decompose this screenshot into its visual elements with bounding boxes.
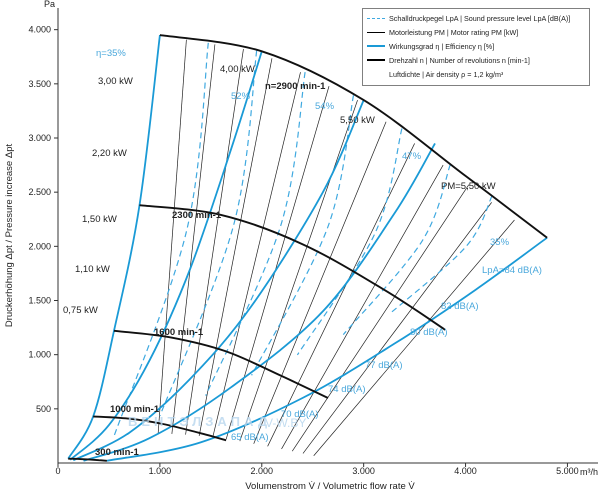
sound-level-line xyxy=(388,195,493,315)
x-axis-title: Volumenstrom V̇ / Volumetric flow rate V… xyxy=(245,481,415,492)
x-tick-label: 3.000 xyxy=(352,466,375,476)
speed-label: 1000 min-1 xyxy=(110,404,160,415)
speed-curve xyxy=(113,329,329,399)
x-tick-label: 2.000 xyxy=(251,466,274,476)
motor-power-label: 5,50 kW xyxy=(340,115,375,126)
motor-power-label: 0,75 kW xyxy=(63,305,98,316)
x-tick-label: 1.000 xyxy=(149,466,172,476)
efficiency-curve xyxy=(83,142,436,462)
y-tick-label: 4.000 xyxy=(28,25,51,35)
y-tick-label: 1.000 xyxy=(28,350,51,360)
chart-labels: η=35% 52% 54% 47% 35% 0,75 kW 1,10 kW 1,50 kW 2,… xyxy=(63,48,542,458)
y-tick-label: 500 xyxy=(36,404,51,414)
speed-label: 300 min-1 xyxy=(95,447,140,458)
legend-item-density: Luftdichte | Air density ρ = 1,2 kg/m³ xyxy=(367,68,587,80)
x-tick-label: 5.000 xyxy=(556,466,579,476)
legend-item-motor: Motorleistung PM | Motor rating PM [kW] xyxy=(367,26,587,38)
y-unit-label: Pa xyxy=(44,0,55,9)
sound-level-label: 74 dB(A) xyxy=(328,384,366,395)
speed-curve xyxy=(68,457,107,462)
speed-curve xyxy=(159,34,548,239)
motor-power-line xyxy=(302,202,492,454)
motor-power-line xyxy=(281,164,444,450)
speed-curve xyxy=(139,204,446,331)
y-tick-label: 2.500 xyxy=(28,187,51,197)
sound-level-label: 80 dB(A) xyxy=(410,327,448,338)
speed-curve xyxy=(93,415,227,442)
motor-power-lines xyxy=(157,39,515,456)
motor-power-label: 2,20 kW xyxy=(92,148,127,159)
legend: Schalldruckpegel LpA | Sound pressure le… xyxy=(362,8,590,86)
legend-label-sound: Schalldruckpegel LpA | Sound pressure le… xyxy=(389,13,571,23)
motor-power-label: 1,50 kW xyxy=(82,214,117,225)
sound-level-line xyxy=(205,72,306,396)
legend-item-sound: Schalldruckpegel LpA | Sound pressure le… xyxy=(367,12,587,24)
motor-power-line xyxy=(225,86,330,440)
legend-label-motor: Motorleistung PM | Motor rating PM [kW] xyxy=(389,27,519,37)
sound-level-line xyxy=(251,95,355,376)
sound-level-line xyxy=(342,164,451,335)
axes: 0 1.000 2.000 3.000 4.000 5.000 500 1.000 1.500 2… xyxy=(4,0,598,492)
efficiency-lines xyxy=(67,34,548,462)
x-tick-label: 0 xyxy=(55,466,60,476)
legend-label-speed: Drehzahl n | Number of revolutions n [mi… xyxy=(389,55,530,65)
y-axis-title: Druckerhöhung Δpt / Pressure increase Δp… xyxy=(4,144,15,328)
speed-label: 2300 min-1 xyxy=(172,210,222,221)
efficiency-label: η=35% xyxy=(96,48,126,59)
sound-level-label: LpA=84 dB(A) xyxy=(482,265,542,276)
speed-label: 1600 min-1 xyxy=(154,327,204,338)
motor-power-line xyxy=(291,184,470,452)
sound-level-line xyxy=(159,50,258,417)
motor-power-line xyxy=(198,58,273,436)
efficiency-curve xyxy=(72,99,365,462)
y-tick-label: 1.500 xyxy=(28,296,51,306)
speed-curves xyxy=(68,34,548,462)
motor-power-label: 3,00 kW xyxy=(98,76,133,87)
motor-power-line xyxy=(253,121,387,444)
watermark-logo-text: ВЕНТЭЛЗАПАД xyxy=(128,414,272,429)
efficiency-label: 54% xyxy=(315,101,335,112)
legend-item-efficiency: Wirkungsgrad η | Efficiency η [%] xyxy=(367,40,587,52)
motor-power-line xyxy=(157,39,187,434)
sound-level-label: 65 dB(A) xyxy=(231,432,269,443)
motor-power-line xyxy=(185,48,244,435)
legend-label-efficiency: Wirkungsgrad η | Efficiency η [%] xyxy=(389,41,495,51)
efficiency-label: 47% xyxy=(402,151,422,162)
efficiency-label: 52% xyxy=(231,91,251,102)
x-unit-label: m³/h xyxy=(580,467,598,477)
sound-level-lines xyxy=(113,42,493,437)
sound-level-line xyxy=(296,128,403,356)
sound-level-label: 77 dB(A) xyxy=(365,360,403,371)
motor-power-line xyxy=(313,219,515,456)
motor-power-line xyxy=(239,99,358,442)
y-tick-label: 3.000 xyxy=(28,133,51,143)
motor-power-line xyxy=(267,143,415,447)
motor-power-label: 1,10 kW xyxy=(75,264,110,275)
sound-level-label: 82 dB(A) xyxy=(441,301,479,312)
motor-power-label: 4,00 kW xyxy=(220,64,255,75)
y-tick-label: 2.000 xyxy=(28,241,51,251)
legend-label-density: Luftdichte | Air density ρ = 1,2 kg/m³ xyxy=(389,69,504,79)
motor-power-label: PM=5,50 kW xyxy=(441,181,496,192)
speed-label: n=2900 min-1 xyxy=(265,81,326,92)
efficiency-label: 35% xyxy=(490,237,510,248)
motor-power-line xyxy=(212,72,301,438)
sound-level-label: 70 dB(A) xyxy=(281,409,319,420)
efficiency-curve xyxy=(67,34,161,460)
x-tick-label: 4.000 xyxy=(454,466,477,476)
efficiency-curve xyxy=(106,236,548,462)
legend-item-speed: Drehzahl n | Number of revolutions n [mi… xyxy=(367,54,587,66)
efficiency-curve xyxy=(69,51,263,461)
watermark-url: V-W.BY xyxy=(265,416,307,430)
y-tick-label: 3.500 xyxy=(28,79,51,89)
